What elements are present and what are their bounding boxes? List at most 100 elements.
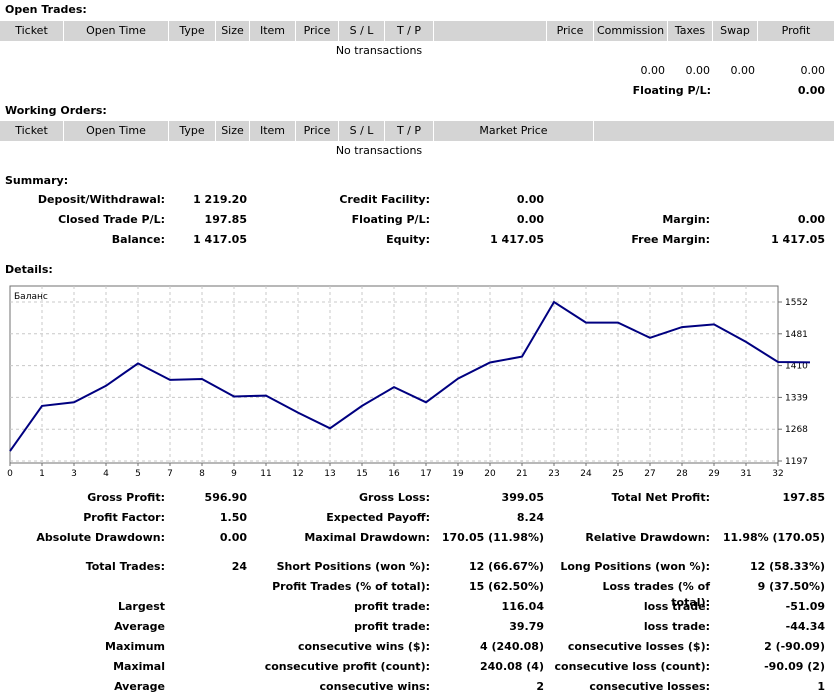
maximal-label: Maximal <box>113 660 165 673</box>
absolute-drawdown-label: Absolute Drawdown: <box>36 531 165 544</box>
loss-trades-label: Loss trades (% of total): <box>602 580 710 609</box>
total-trades-value: 24 <box>231 560 247 573</box>
total-profit: 0.00 <box>800 64 826 77</box>
max-consecutive-losses-value: 2 (-90.09) <box>764 640 825 653</box>
wo-col-blank <box>594 121 834 141</box>
x-tick-label: 20 <box>484 469 496 479</box>
largest-loss-label: loss trade: <box>643 600 710 613</box>
maximal-drawdown-label: Maximal Drawdown: <box>304 531 430 544</box>
y-tick-label: 1339 <box>785 393 808 403</box>
closed-pl-label: Closed Trade P/L: <box>58 213 165 226</box>
col-profit[interactable]: Profit <box>781 24 811 37</box>
x-tick-label: 28 <box>676 469 688 479</box>
balance-value: 1 417.05 <box>193 233 247 246</box>
col-sl[interactable]: S / L <box>339 21 385 41</box>
col-tp[interactable]: T / P <box>385 21 434 41</box>
average-loss-value: -44.34 <box>785 620 825 633</box>
credit-value: 0.00 <box>516 193 544 206</box>
x-tick-label: 15 <box>356 469 367 479</box>
wo-col-ticket[interactable]: Ticket <box>0 121 64 141</box>
average-profit-value: 39.79 <box>509 620 544 633</box>
col-swap[interactable]: Swap <box>713 21 758 41</box>
total-trades-label: Total Trades: <box>85 560 165 573</box>
working-orders-empty: No transactions <box>335 144 423 157</box>
maximal-consecutive-profit-value: 240.08 (4) <box>480 660 544 673</box>
x-tick-label: 17 <box>420 469 431 479</box>
x-tick-label: 7 <box>167 469 173 479</box>
total-swap: 0.00 <box>730 64 756 77</box>
plot-frame <box>9 285 779 464</box>
margin-value: 0.00 <box>797 213 825 226</box>
y-axis: 1552 1481 1410 1339 1268 1197 <box>778 298 808 467</box>
wo-col-sl[interactable]: S / L <box>339 121 385 141</box>
col-open-time[interactable]: Open Time <box>64 21 169 41</box>
col-price[interactable]: Price <box>296 21 339 41</box>
x-tick-label: 5 <box>135 469 141 479</box>
closed-pl-value: 197.85 <box>204 213 247 226</box>
y-tick-label: 1410 <box>785 362 808 372</box>
maximal-consecutive-loss-value: -90.09 (2) <box>764 660 825 673</box>
wo-col-item[interactable]: Item <box>250 121 296 141</box>
average-profit-label: profit trade: <box>354 620 430 633</box>
open-floating-label: Floating P/L: <box>632 84 711 97</box>
wo-col-size[interactable]: Size <box>216 121 250 141</box>
max-consecutive-wins-value: 4 (240.08) <box>480 640 544 653</box>
margin-label: Margin: <box>662 213 710 226</box>
wo-col-open-time[interactable]: Open Time <box>64 121 169 141</box>
long-positions-value: 12 (58.33%) <box>749 560 825 573</box>
col-price-2[interactable]: Price <box>547 21 594 41</box>
maximal-consecutive-profit-label: consecutive profit (count): <box>264 660 430 673</box>
x-tick-label: 19 <box>452 469 464 479</box>
x-tick-label: 27 <box>644 469 655 479</box>
y-tick-label: 1552 <box>785 298 808 308</box>
x-tick-label: 31 <box>740 469 751 479</box>
y-tick-label: 1268 <box>785 425 808 435</box>
relative-drawdown-label: Relative Drawdown: <box>585 531 710 544</box>
y-tick-label: 1481 <box>785 330 808 340</box>
open-trades-empty: No transactions <box>335 44 423 57</box>
wo-col-price[interactable]: Price <box>296 121 339 141</box>
long-positions-label: Long Positions (won %): <box>560 560 710 573</box>
equity-value: 1 417.05 <box>490 233 544 246</box>
largest-profit-value: 116.04 <box>501 600 544 613</box>
open-floating-value: 0.00 <box>797 84 825 97</box>
col-ticket[interactable]: Ticket <box>0 21 64 41</box>
deposit-label: Deposit/Withdrawal: <box>37 193 165 206</box>
col-blank <box>434 21 547 41</box>
average-loss-label: loss trade: <box>643 620 710 633</box>
x-tick-label: 1 <box>39 469 45 479</box>
col-taxes[interactable]: Taxes <box>668 21 713 41</box>
balance-label: Balance: <box>111 233 165 246</box>
wo-col-market-price[interactable]: Market Price <box>434 121 594 141</box>
expected-payoff-value: 8.24 <box>516 511 544 524</box>
relative-drawdown-value: 11.98% (170.05) <box>722 531 825 544</box>
x-tick-label: 0 <box>7 469 13 479</box>
col-item[interactable]: Item <box>250 21 296 41</box>
open-trades-header: Ticket Open Time Type Size Item Price S … <box>0 21 834 41</box>
average-consecutive-wins-label: consecutive wins: <box>319 680 430 693</box>
maximal-drawdown-value: 170.05 (11.98%) <box>441 531 544 544</box>
deposit-value: 1 219.20 <box>193 193 247 206</box>
col-size[interactable]: Size <box>216 21 250 41</box>
col-commission[interactable]: Commission <box>594 21 668 41</box>
x-axis: 0 1 3 4 5 7 8 9 11 12 13 15 16 17 19 20 21 23 24 25 27 28 29 31… <box>7 463 784 479</box>
profit-factor-value: 1.50 <box>219 511 247 524</box>
short-positions-label: Short Positions (won %): <box>276 560 430 573</box>
chart-title: Баланс <box>14 292 48 302</box>
wo-col-type[interactable]: Type <box>169 121 216 141</box>
x-tick-label: 29 <box>708 469 720 479</box>
total-commission: 0.00 <box>640 64 666 77</box>
expected-payoff-label: Expected Payoff: <box>326 511 430 524</box>
total-net-label: Total Net Profit: <box>611 491 711 504</box>
open-trades-title: Open Trades: <box>5 3 87 16</box>
wo-col-tp[interactable]: T / P <box>385 121 434 141</box>
total-taxes: 0.00 <box>685 64 711 77</box>
profit-trades-label: Profit Trades (% of total): <box>272 580 430 593</box>
free-margin-value: 1 417.05 <box>771 233 825 246</box>
average-consecutive-losses-value: 1 <box>817 680 825 693</box>
x-tick-label: 24 <box>580 469 592 479</box>
max-consecutive-wins-label: consecutive wins ($): <box>297 640 430 653</box>
max-consecutive-losses-label: consecutive losses ($): <box>567 640 710 653</box>
gross-loss-value: 399.05 <box>501 491 544 504</box>
col-type[interactable]: Type <box>169 21 216 41</box>
